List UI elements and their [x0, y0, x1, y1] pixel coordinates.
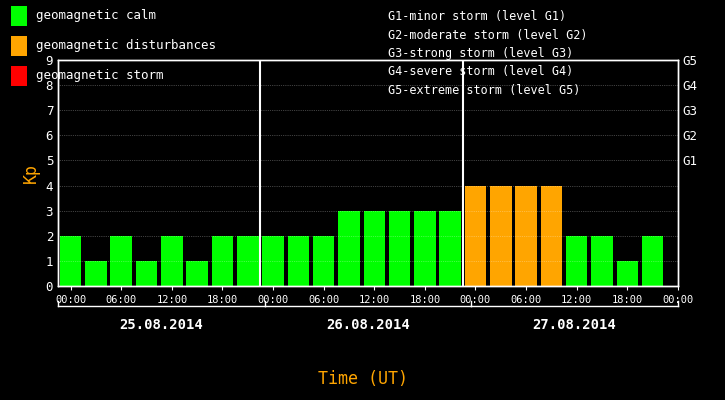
- Bar: [515, 186, 536, 286]
- Text: geomagnetic calm: geomagnetic calm: [36, 10, 156, 22]
- Text: Time (UT): Time (UT): [318, 370, 407, 388]
- Y-axis label: Kp: Kp: [22, 163, 40, 183]
- Bar: [313, 236, 334, 286]
- Bar: [212, 236, 233, 286]
- Text: geomagnetic storm: geomagnetic storm: [36, 70, 163, 82]
- Bar: [591, 236, 613, 286]
- Text: 27.08.2014: 27.08.2014: [533, 318, 616, 332]
- Bar: [110, 236, 132, 286]
- Bar: [363, 211, 385, 286]
- Bar: [490, 186, 512, 286]
- Bar: [186, 261, 208, 286]
- Bar: [541, 186, 562, 286]
- Bar: [262, 236, 283, 286]
- Bar: [237, 236, 259, 286]
- Bar: [414, 211, 436, 286]
- Bar: [338, 211, 360, 286]
- Bar: [136, 261, 157, 286]
- Text: 26.08.2014: 26.08.2014: [326, 318, 410, 332]
- Bar: [60, 236, 81, 286]
- Text: geomagnetic disturbances: geomagnetic disturbances: [36, 40, 215, 52]
- Bar: [288, 236, 309, 286]
- Bar: [389, 211, 410, 286]
- Text: G1-minor storm (level G1)
G2-moderate storm (level G2)
G3-strong storm (level G3: G1-minor storm (level G1) G2-moderate st…: [388, 10, 587, 97]
- Bar: [616, 261, 638, 286]
- Bar: [642, 236, 663, 286]
- Bar: [439, 211, 461, 286]
- Bar: [86, 261, 107, 286]
- Bar: [465, 186, 486, 286]
- Bar: [566, 236, 587, 286]
- Bar: [161, 236, 183, 286]
- Text: 25.08.2014: 25.08.2014: [120, 318, 203, 332]
